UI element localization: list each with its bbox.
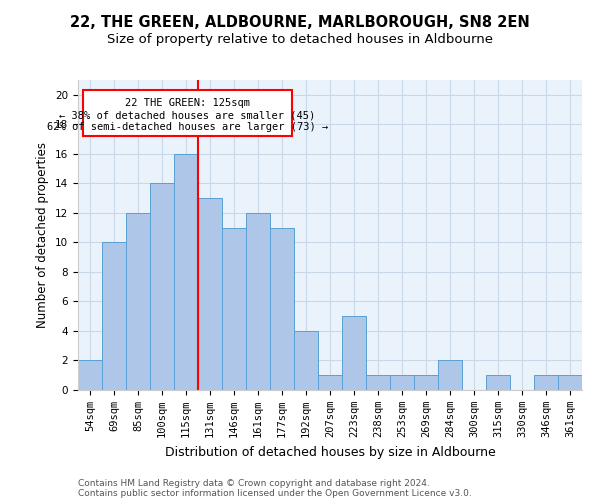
- Bar: [534, 375, 558, 390]
- Text: 62% of semi-detached houses are larger (73) →: 62% of semi-detached houses are larger (…: [47, 122, 328, 132]
- Text: Contains HM Land Registry data © Crown copyright and database right 2024.: Contains HM Land Registry data © Crown c…: [78, 478, 430, 488]
- Text: Contains public sector information licensed under the Open Government Licence v3: Contains public sector information licen…: [78, 488, 472, 498]
- Bar: [438, 360, 462, 390]
- Text: 22 THE GREEN: 125sqm: 22 THE GREEN: 125sqm: [125, 98, 250, 108]
- Bar: [102, 242, 126, 390]
- X-axis label: Distribution of detached houses by size in Aldbourne: Distribution of detached houses by size …: [164, 446, 496, 458]
- Bar: [390, 375, 414, 390]
- Bar: [222, 228, 246, 390]
- Bar: [198, 198, 222, 390]
- Bar: [414, 375, 438, 390]
- Bar: [270, 228, 294, 390]
- Text: ← 38% of detached houses are smaller (45): ← 38% of detached houses are smaller (45…: [59, 110, 316, 120]
- Bar: [78, 360, 102, 390]
- Text: 22, THE GREEN, ALDBOURNE, MARLBOROUGH, SN8 2EN: 22, THE GREEN, ALDBOURNE, MARLBOROUGH, S…: [70, 15, 530, 30]
- Bar: [246, 213, 270, 390]
- FancyBboxPatch shape: [83, 90, 292, 136]
- Bar: [126, 213, 150, 390]
- Bar: [294, 331, 318, 390]
- Bar: [150, 184, 174, 390]
- Bar: [318, 375, 342, 390]
- Y-axis label: Number of detached properties: Number of detached properties: [37, 142, 49, 328]
- Bar: [366, 375, 390, 390]
- Bar: [486, 375, 510, 390]
- Bar: [174, 154, 198, 390]
- Text: Size of property relative to detached houses in Aldbourne: Size of property relative to detached ho…: [107, 32, 493, 46]
- Bar: [342, 316, 366, 390]
- Bar: [558, 375, 582, 390]
